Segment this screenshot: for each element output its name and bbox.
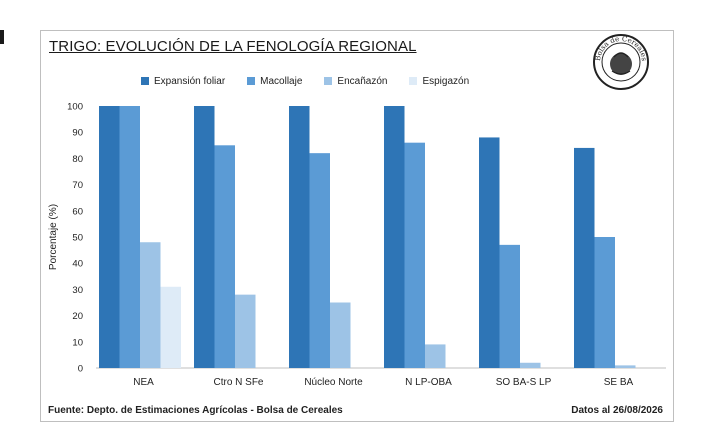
x-tick-label: Ctro N SFe (213, 377, 263, 388)
bar (574, 147, 595, 368)
y-tick-label: 20 (72, 311, 83, 322)
bar (330, 302, 351, 368)
bar (404, 142, 425, 368)
y-tick-label: 0 (78, 364, 83, 375)
chart-title: TRIGO: EVOLUCIÓN DE LA FENOLOGÍA REGIONA… (49, 38, 417, 55)
y-tick-label: 80 (72, 154, 83, 165)
x-tick-label: Núcleo Norte (304, 377, 363, 388)
bar (594, 237, 615, 368)
bar-chart: Porcentaje (%) 0 10 20 30 40 50 60 70 80 90 100 NEA C… (48, 102, 666, 388)
bar (479, 137, 500, 368)
y-tick-label: 30 (72, 285, 83, 296)
bar (99, 106, 120, 368)
bar (160, 286, 181, 368)
bar (425, 344, 446, 368)
bar (289, 106, 310, 368)
y-tick-label: 100 (67, 102, 83, 113)
x-tick-label: N LP-OBA (405, 377, 452, 388)
bar (140, 242, 161, 368)
bar (520, 362, 541, 368)
source-footer: Fuente: Depto. de Estimaciones Agrícolas… (48, 405, 343, 416)
legend-label: Espigazón (422, 75, 470, 87)
legend-label: Expansión foliar (154, 75, 226, 87)
bar (309, 153, 330, 368)
y-tick-label: 50 (72, 233, 83, 244)
bar (119, 106, 140, 368)
legend-swatch (409, 77, 418, 85)
legend-item: Espigazón (409, 76, 469, 87)
x-tick-label: SO BA-S LP (496, 377, 552, 388)
y-tick-label: 70 (72, 180, 83, 191)
bar (384, 106, 405, 368)
bar (499, 244, 520, 368)
legend-item: Expansión foliar (141, 76, 225, 87)
x-tick-label: NEA (133, 377, 154, 388)
legend-swatch (247, 77, 256, 85)
bar (235, 294, 256, 368)
corner-mark (0, 30, 4, 44)
y-tick-label: 40 (72, 259, 83, 270)
bar (615, 365, 636, 368)
y-tick-label: 90 (72, 128, 83, 139)
y-axis-label: Porcentaje (%) (48, 204, 59, 270)
bar (194, 106, 215, 368)
bar (214, 145, 235, 368)
legend-label: Encañazón (337, 75, 388, 87)
y-tick-label: 10 (72, 337, 83, 348)
legend-label: Macollaje (260, 75, 303, 87)
x-tick-label: SE BA (604, 377, 634, 388)
legend-swatch (141, 77, 149, 85)
bolsa-de-cereales-logo: Bolsa de Cereales (593, 34, 649, 90)
legend-item: Encañazón (324, 76, 387, 87)
legend-item: Macollaje (247, 76, 302, 87)
legend-swatch (324, 77, 333, 85)
chart-frame: TRIGO: EVOLUCIÓN DE LA FENOLOGÍA REGIONA… (40, 30, 674, 422)
date-footer: Datos al 26/08/2026 (571, 405, 663, 416)
y-tick-label: 60 (72, 206, 83, 217)
chart-legend: Expansión foliar Macollaje Encañazón Espiga… (141, 74, 491, 88)
